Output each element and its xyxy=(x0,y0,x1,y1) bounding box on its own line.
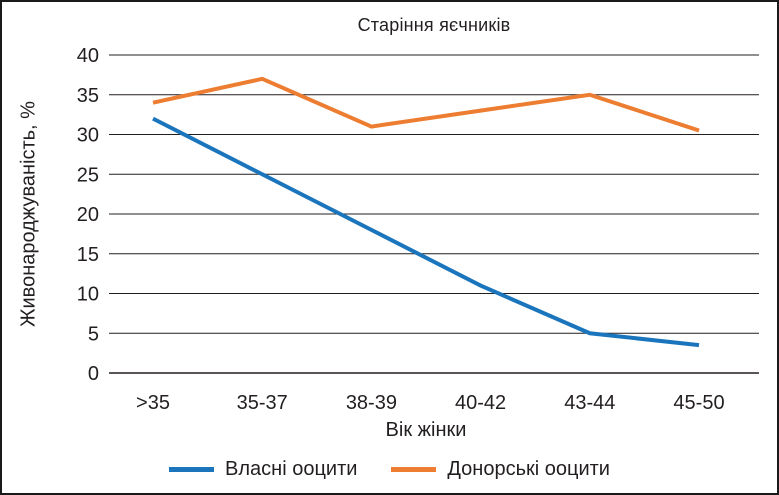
legend-label-donor-oocytes: Донорські ооцити xyxy=(447,458,610,480)
series-line-1 xyxy=(152,76,700,133)
chart-title: Старіння яєчників xyxy=(357,15,511,35)
x-tick-label-3: 40-42 xyxy=(455,392,506,414)
legend-line-swatch-blue xyxy=(169,467,215,472)
x-axis-title: Вік жінки xyxy=(385,419,467,441)
x-tick-label-1: 35-37 xyxy=(237,392,288,414)
legend-label-own-oocytes: Власні ооцити xyxy=(225,458,358,480)
y-tick-label-30: 30 xyxy=(77,125,99,147)
y-tick-label-15: 15 xyxy=(77,244,99,266)
y-tick-label-10: 10 xyxy=(77,284,99,306)
x-tick-label-5: 45-50 xyxy=(673,392,724,414)
legend-line-swatch-orange xyxy=(391,467,437,472)
y-tick-label-35: 35 xyxy=(77,85,99,107)
x-tick-label-0: >35 xyxy=(136,392,170,414)
legend-item-own-oocytes: Власні ооцити xyxy=(169,458,357,481)
y-tick-label-0: 0 xyxy=(88,363,99,385)
x-tick-label-4: 43-44 xyxy=(564,392,615,414)
legend-item-donor-oocytes: Донорські ооцити xyxy=(391,458,610,481)
y-tick-label-40: 40 xyxy=(77,45,99,67)
y-tick-label-20: 20 xyxy=(77,204,99,226)
legend: Власні ооцити Донорські ооцити xyxy=(2,458,777,481)
y-tick-label-5: 5 xyxy=(88,323,99,345)
y-tick-label-25: 25 xyxy=(77,164,99,186)
series-line-0 xyxy=(152,116,700,348)
x-tick-label-2: 38-39 xyxy=(346,392,397,414)
